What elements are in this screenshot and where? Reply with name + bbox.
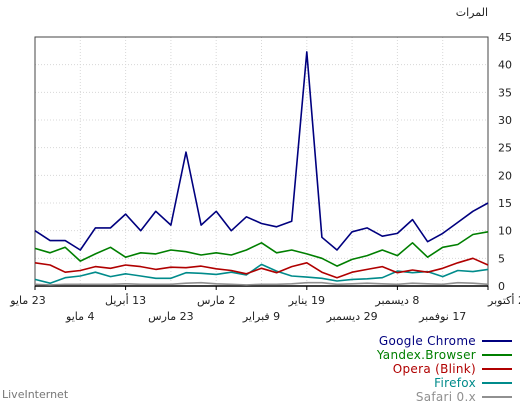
legend-swatch (482, 354, 512, 356)
series-line-firefox (34, 263, 489, 285)
plot-border (34, 36, 489, 287)
series-line-opera-blink- (34, 257, 489, 279)
x-tick-label: 9 فبراير (242, 310, 280, 323)
legend-swatch (482, 396, 512, 398)
x-tick-label: 13 أبريل (105, 293, 146, 307)
series-line-yandex-browser (34, 231, 489, 267)
x-tick-label: 2 مارس (197, 294, 235, 307)
x-tick-label: 17 نوفمبر (418, 310, 466, 323)
chart-series (34, 51, 489, 286)
legend-label: Opera (Blink) (392, 362, 476, 376)
legend-label: Yandex.Browser (376, 348, 476, 362)
y-tick-label: 35 (498, 86, 512, 99)
series-line-safari-0-x (34, 281, 489, 286)
legend-label: Firefox (434, 376, 476, 390)
legend-swatch (482, 340, 512, 342)
y-tick-label: 5 (498, 252, 505, 265)
x-tick-label: 19 يناير (288, 294, 325, 307)
line-chart: 0 5 10 15 20 25 30 35 40 45 23 مايو 13 أبريل 2 مارس 1… (9, 6, 520, 323)
legend-item: Safari 0.x (312, 390, 512, 404)
legend-label: Google Chrome (378, 334, 476, 348)
x-tick-label: 23 مارس (148, 310, 193, 323)
x-tick-label: 23 مايو (9, 294, 45, 307)
legend-item: Yandex.Browser (312, 348, 512, 362)
y-tick-label: 40 (498, 59, 512, 72)
y-tick-label: 20 (498, 169, 512, 182)
y-axis-label: المرات (456, 6, 488, 19)
legend-swatch (482, 368, 512, 370)
x-tick-label: 4 مايو (65, 310, 94, 323)
x-tick-label: 27 أكتوبر (487, 293, 520, 307)
legend-swatch (482, 382, 512, 384)
y-tick-label: 25 (498, 142, 512, 155)
legend-item: Firefox (312, 376, 512, 390)
chart-legend: Google Chrome Yandex.Browser Opera (Blink)… (312, 334, 512, 404)
y-tick-label: 10 (498, 225, 512, 238)
chart-ticks: 0 5 10 15 20 25 30 35 40 45 23 مايو 13 أبريل 2 مارس 1… (9, 31, 520, 323)
footer-brand: LiveInternet (2, 388, 69, 401)
y-tick-label: 45 (498, 31, 512, 44)
chart-grid (34, 36, 489, 287)
legend-label: Safari 0.x (415, 390, 476, 404)
y-tick-label: 15 (498, 197, 512, 210)
x-tick-label: 29 ديسمبر (326, 310, 378, 323)
y-tick-label: 0 (498, 280, 505, 293)
series-line-google-chrome (34, 51, 489, 251)
chart-frame (34, 36, 489, 287)
legend-item: Google Chrome (312, 334, 512, 348)
x-tick-label: 8 ديسمبر (374, 294, 419, 307)
legend-item: Opera (Blink) (312, 362, 512, 376)
y-tick-label: 30 (498, 114, 512, 127)
